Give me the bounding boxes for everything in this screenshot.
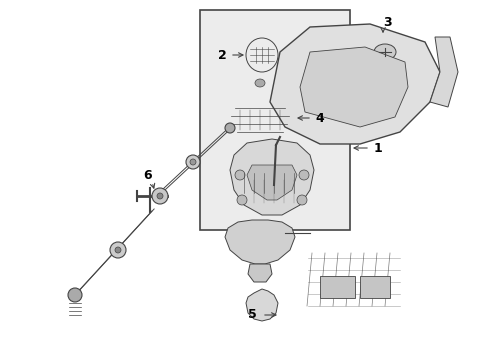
Polygon shape (247, 264, 271, 282)
Text: 3: 3 (383, 15, 391, 28)
Ellipse shape (373, 44, 395, 60)
Circle shape (296, 195, 306, 205)
Circle shape (298, 170, 308, 180)
Polygon shape (245, 289, 278, 321)
Bar (200, 10, 349, 230)
Circle shape (235, 170, 244, 180)
Polygon shape (299, 47, 407, 127)
Text: 2: 2 (217, 49, 226, 62)
Circle shape (185, 155, 200, 169)
Bar (319, 276, 354, 298)
Ellipse shape (254, 79, 264, 87)
Polygon shape (246, 165, 296, 200)
Text: 1: 1 (373, 141, 382, 154)
Polygon shape (269, 24, 439, 144)
Circle shape (190, 159, 196, 165)
Text: 4: 4 (315, 112, 324, 125)
Circle shape (237, 195, 246, 205)
Circle shape (157, 193, 163, 199)
Circle shape (68, 288, 82, 302)
Text: 6: 6 (143, 168, 152, 181)
Polygon shape (229, 139, 313, 215)
Circle shape (110, 242, 126, 258)
Circle shape (224, 123, 235, 133)
Polygon shape (224, 220, 294, 264)
Text: 5: 5 (247, 309, 256, 321)
Bar (359, 276, 389, 298)
Circle shape (152, 188, 168, 204)
Polygon shape (429, 37, 457, 107)
Circle shape (115, 247, 121, 253)
